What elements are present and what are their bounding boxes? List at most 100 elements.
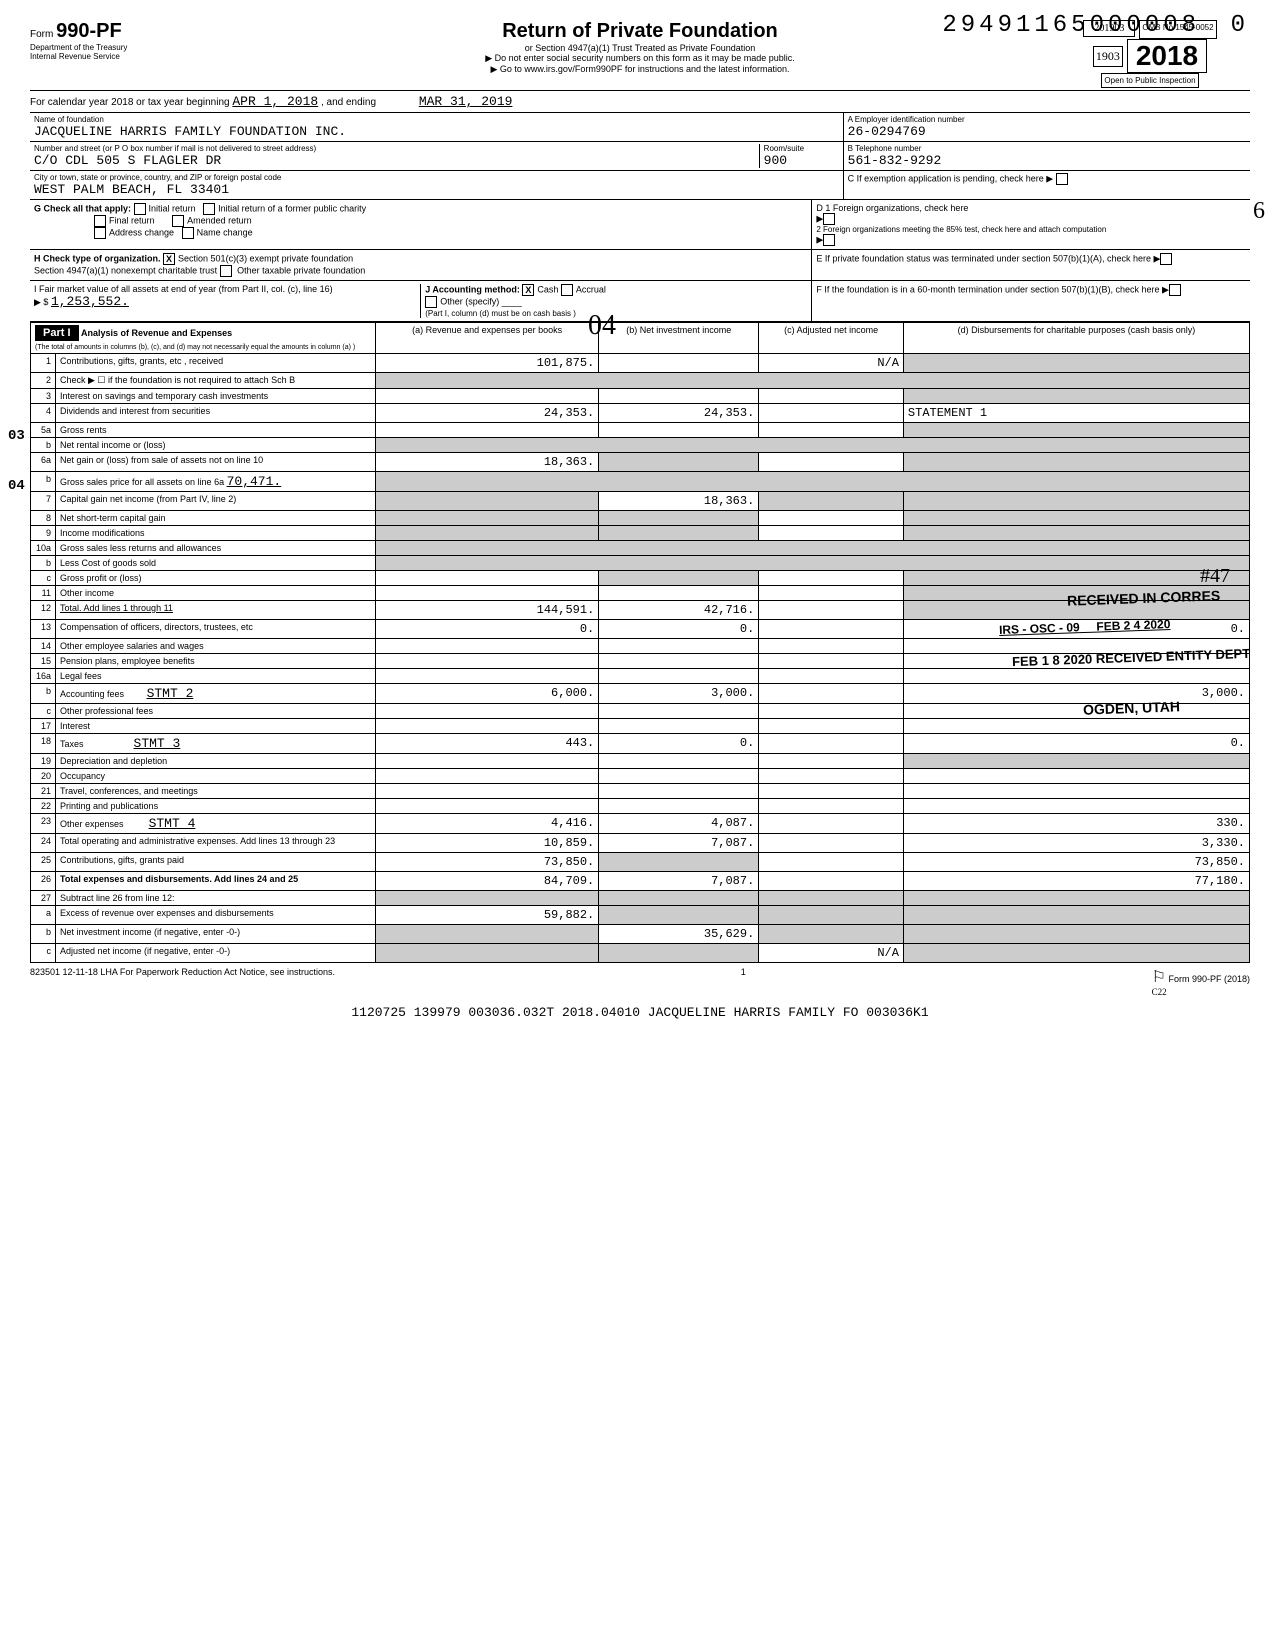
row10b-desc: Less Cost of goods sold (56, 556, 376, 571)
row26-desc: Total expenses and disbursements. Add li… (60, 874, 298, 884)
row12-b: 42,716. (599, 601, 759, 620)
row5a-num: 5a (31, 423, 56, 438)
j-label: J Accounting method: (425, 284, 520, 294)
col-b-header: (b) Net investment income (599, 323, 759, 354)
c-checkbox[interactable] (1056, 173, 1068, 185)
row2-desc: Check ▶ ☐ if the foundation is not requi… (56, 373, 376, 389)
stamp-47: #47 (1200, 565, 1230, 588)
row14-desc: Other employee salaries and wages (56, 639, 376, 654)
g-opt5: Name change (197, 227, 253, 237)
row9-num: 9 (31, 526, 56, 541)
row-h: H Check type of organization. Section 50… (30, 250, 1250, 281)
row18-stmt: STMT 3 (134, 736, 181, 751)
g-initial-checkbox[interactable] (134, 203, 146, 215)
end-label: , and ending (321, 97, 376, 108)
col-c-header: (c) Adjusted net income (759, 323, 904, 354)
row18-a: 443. (376, 734, 599, 754)
row1-num: 1 (31, 354, 56, 373)
row21-desc: Travel, conferences, and meetings (56, 784, 376, 799)
row27c-num: c (31, 944, 56, 963)
stamp-year2: 1903 (1093, 46, 1123, 67)
g-amended-checkbox[interactable] (172, 215, 184, 227)
d2-checkbox[interactable] (823, 234, 835, 246)
row25-num: 25 (31, 853, 56, 872)
row2-num: 2 (31, 373, 56, 389)
row7-num: 7 (31, 492, 56, 511)
row5a-desc: Gross rents (56, 423, 376, 438)
row16a-desc: Legal fees (56, 669, 376, 684)
row8-desc: Net short-term capital gain (56, 511, 376, 526)
row22-desc: Printing and publications (56, 799, 376, 814)
part1-table: Part I Analysis of Revenue and Expenses … (30, 322, 1250, 963)
d1-checkbox[interactable] (823, 213, 835, 225)
j-other: Other (specify) (440, 296, 499, 306)
g-label: G Check all that apply: (34, 203, 131, 213)
row3-num: 3 (31, 389, 56, 404)
calendar-label: For calendar year 2018 or tax year begin… (30, 97, 230, 108)
row15-desc: Pension plans, employee benefits (56, 654, 376, 669)
g-addr-checkbox[interactable] (94, 227, 106, 239)
j-cash-checkbox[interactable] (522, 284, 534, 296)
g-opt1: Final return (109, 215, 155, 225)
g-name-checkbox[interactable] (182, 227, 194, 239)
h-501c3-checkbox[interactable] (163, 253, 175, 265)
row23-stmt: STMT 4 (149, 816, 196, 831)
row27a-a: 59,882. (376, 906, 599, 925)
initial-stamp: 04 (588, 310, 616, 342)
row12-num: 12 (31, 601, 56, 620)
footer: 823501 12-11-18 LHA For Paperwork Reduct… (30, 963, 1250, 997)
form-note1: ▶ Do not enter social security numbers o… (230, 53, 1050, 64)
row21-num: 21 (31, 784, 56, 799)
c-label: C If exemption application is pending, c… (848, 173, 1044, 183)
row5b-desc: Net rental income or (loss) (56, 438, 376, 453)
tel-label: B Telephone number (848, 144, 1246, 153)
foundation-name: JACQUELINE HARRIS FAMILY FOUNDATION INC. (34, 124, 839, 139)
row10c-num: c (31, 571, 56, 586)
margin-6: 6 (1253, 198, 1265, 225)
h-opt2: Section 4947(a)(1) nonexempt charitable … (34, 265, 217, 275)
h-trust-checkbox[interactable] (220, 265, 232, 277)
h-opt1: Section 501(c)(3) exempt private foundat… (178, 253, 353, 263)
row10c-desc: Gross profit or (loss) (56, 571, 376, 586)
h-label: H Check type of organization. (34, 253, 161, 263)
row23-d: 330. (903, 814, 1249, 834)
j-other-checkbox[interactable] (425, 296, 437, 308)
begin-date: APR 1, 2018 (232, 94, 318, 109)
telephone: 561-832-9292 (848, 153, 1246, 168)
f-checkbox[interactable] (1169, 284, 1181, 296)
row-ij: I Fair market value of all assets at end… (30, 281, 1250, 322)
row24-num: 24 (31, 834, 56, 853)
row24-a: 10,859. (376, 834, 599, 853)
name-label: Name of foundation (34, 115, 839, 124)
row24-d: 3,330. (903, 834, 1249, 853)
part1-label: Part I (35, 325, 79, 341)
row27-desc: Subtract line 26 from line 12: (56, 891, 376, 906)
row14-num: 14 (31, 639, 56, 654)
footer-page: 1 (741, 967, 746, 997)
row6a-desc: Net gain or (loss) from sale of assets n… (56, 453, 376, 472)
g-former-checkbox[interactable] (203, 203, 215, 215)
row10a-desc: Gross sales less returns and allowances (56, 541, 376, 556)
row25-a: 73,850. (376, 853, 599, 872)
g-final-checkbox[interactable] (94, 215, 106, 227)
j-accrual-checkbox[interactable] (561, 284, 573, 296)
g-opt2: Address change (109, 227, 174, 237)
row8-num: 8 (31, 511, 56, 526)
e-checkbox[interactable] (1160, 253, 1172, 265)
row6b-val: 70,471. (227, 474, 282, 489)
j-accrual: Accrual (576, 284, 606, 294)
row27b-num: b (31, 925, 56, 944)
document-number: 29491165000008 (942, 12, 1200, 39)
j-cash: Cash (537, 284, 558, 294)
row26-num: 26 (31, 872, 56, 891)
addr-label: Number and street (or P O box number if … (34, 144, 759, 153)
row6b-num: b (31, 472, 56, 492)
row10b-num: b (31, 556, 56, 571)
part1-title: Analysis of Revenue and Expenses (81, 328, 232, 338)
row7-desc: Capital gain net income (from Part IV, l… (56, 492, 376, 511)
e-label: E If private foundation status was termi… (816, 253, 1151, 263)
footer-left: 823501 12-11-18 LHA For Paperwork Reduct… (30, 967, 335, 997)
row24-b: 7,087. (599, 834, 759, 853)
ein-label: A Employer identification number (848, 115, 1246, 124)
form-subtitle: or Section 4947(a)(1) Trust Treated as P… (230, 43, 1050, 53)
